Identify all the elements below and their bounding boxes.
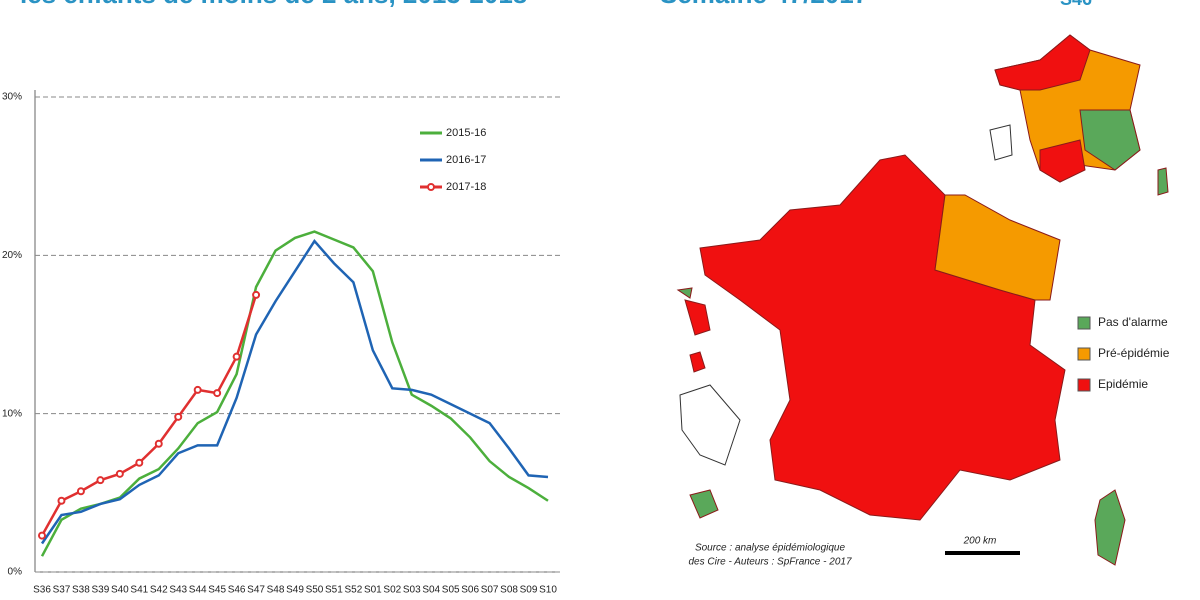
legend-label: 2016-17 bbox=[446, 154, 486, 166]
x-tick-label: S48 bbox=[267, 585, 285, 596]
point bbox=[232, 352, 241, 361]
map-legend-label: Pré-épidémie bbox=[1098, 346, 1170, 360]
x-tick-label: S40 bbox=[111, 585, 129, 596]
x-tick-label: S09 bbox=[520, 585, 538, 596]
x-tick-label: S44 bbox=[189, 585, 207, 596]
inset-label: S46 bbox=[1060, 0, 1092, 9]
x-tick-label: S05 bbox=[442, 585, 460, 596]
x-tick-label: S39 bbox=[91, 585, 109, 596]
x-tick-label: S51 bbox=[325, 585, 343, 596]
map-title: Semaine 47/2017 bbox=[660, 0, 868, 9]
x-tick-label: S38 bbox=[72, 585, 90, 596]
x-tick-label: S07 bbox=[481, 585, 499, 596]
point bbox=[135, 458, 144, 467]
legend-label: 2015-16 bbox=[446, 127, 486, 139]
x-tick-label: S41 bbox=[130, 585, 148, 596]
x-tick-label: S02 bbox=[383, 585, 401, 596]
point bbox=[174, 412, 183, 421]
chart-title: les enfants de moins de 2 ans, 2015-2018 bbox=[20, 0, 527, 9]
map-legend-label: Pas d'alarme bbox=[1098, 315, 1168, 329]
x-tick-label: S42 bbox=[150, 585, 168, 596]
x-tick-label: S08 bbox=[500, 585, 518, 596]
y-tick-label: 20% bbox=[2, 250, 22, 261]
point bbox=[193, 385, 202, 394]
x-tick-label: S52 bbox=[344, 585, 362, 596]
point bbox=[76, 487, 85, 496]
map-legend-label: Epidémie bbox=[1098, 377, 1148, 391]
x-tick-label: S06 bbox=[461, 585, 479, 596]
line-series bbox=[40, 294, 258, 537]
point bbox=[115, 469, 124, 478]
source-line: des Cire - Auteurs : SpFrance - 2017 bbox=[688, 557, 851, 568]
x-tick-label: S50 bbox=[306, 585, 324, 596]
line-series bbox=[40, 230, 549, 557]
point bbox=[96, 476, 105, 485]
point bbox=[57, 496, 66, 505]
x-tick-label: S49 bbox=[286, 585, 304, 596]
x-tick-label: S01 bbox=[364, 585, 382, 596]
source-line: Source : analyse épidémiologique bbox=[695, 543, 846, 554]
x-tick-label: S03 bbox=[403, 585, 421, 596]
line-series bbox=[40, 239, 549, 545]
x-tick-label: S36 bbox=[33, 585, 51, 596]
x-tick-label: S45 bbox=[208, 585, 226, 596]
y-tick-label: 0% bbox=[8, 567, 23, 578]
point bbox=[38, 531, 46, 540]
y-tick-label: 10% bbox=[2, 408, 22, 419]
x-tick-label: S43 bbox=[169, 585, 187, 596]
x-tick-label: S47 bbox=[247, 585, 265, 596]
map-legend-swatch bbox=[1077, 347, 1091, 361]
map-legend-swatch bbox=[1077, 316, 1091, 330]
legend-label: 2017-18 bbox=[446, 181, 486, 193]
point bbox=[154, 439, 163, 448]
map bbox=[676, 34, 1169, 566]
x-tick-label: S46 bbox=[228, 585, 246, 596]
scale-label: 200 km bbox=[963, 536, 997, 547]
map-legend-swatch bbox=[1077, 378, 1091, 392]
x-tick-label: S37 bbox=[53, 585, 71, 596]
x-tick-label: S10 bbox=[539, 585, 557, 596]
point bbox=[213, 389, 222, 398]
y-tick-label: 30% bbox=[2, 92, 22, 103]
point bbox=[252, 290, 261, 299]
legend-marker bbox=[427, 183, 435, 191]
x-tick-label: S04 bbox=[422, 585, 440, 596]
